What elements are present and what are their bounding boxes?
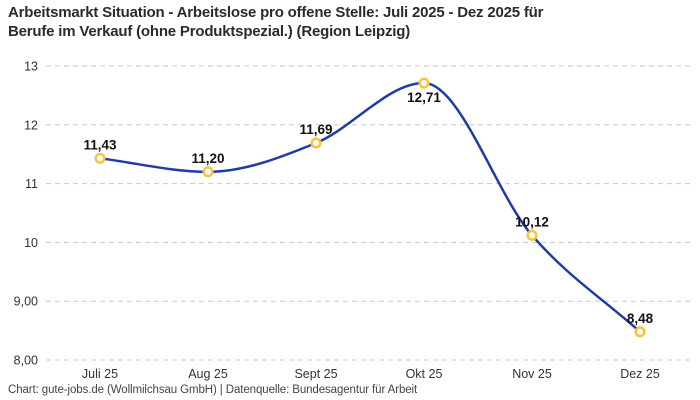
chart-title-line2: Berufe im Verkauf (ohne Produktspezial.)… (8, 23, 410, 40)
data-point-marker[interactable] (202, 166, 214, 178)
data-point-value-label: 11,69 (299, 122, 332, 137)
x-axis-tick-label: Aug 25 (188, 367, 228, 381)
y-axis-tick-label: 11 (25, 177, 38, 191)
data-point-value-label: 8,48 (627, 311, 654, 326)
x-axis-tick-label: Dez 25 (620, 367, 660, 381)
x-axis-tick-label: Okt 25 (406, 367, 443, 381)
y-axis-tick-label: 10 (24, 236, 38, 250)
data-line (98, 81, 642, 334)
data-point-marker[interactable] (418, 77, 430, 89)
data-point-marker[interactable] (94, 152, 106, 164)
data-point-value-label: 11,43 (83, 137, 117, 152)
y-axis-tick-label: 12 (24, 118, 38, 132)
data-point-marker[interactable] (634, 326, 646, 338)
data-point-value-label: 11,20 (191, 151, 224, 166)
data-point-value-label: 10,12 (515, 214, 549, 229)
y-axis-tick-label: 13 (24, 60, 38, 74)
x-axis-tick-label: Sept 25 (294, 367, 337, 381)
data-point-marker[interactable] (310, 137, 322, 149)
chart-credit: Chart: gute-jobs.de (Wollmilchsau GmbH) … (8, 384, 418, 396)
chart-title-line1: Arbeitsmarkt Situation - Arbeitslose pro… (8, 4, 544, 21)
y-axis-tick-label: 9,00 (14, 295, 38, 309)
y-axis-tick-label: 8,00 (14, 354, 38, 368)
data-point-marker[interactable] (526, 229, 538, 241)
x-axis-tick-label: Nov 25 (512, 367, 552, 381)
data-point-value-label: 12,71 (407, 90, 441, 105)
x-axis-tick-label: Juli 25 (82, 367, 118, 381)
chart-title: Arbeitsmarkt Situation - Arbeitslose pro… (8, 3, 543, 41)
